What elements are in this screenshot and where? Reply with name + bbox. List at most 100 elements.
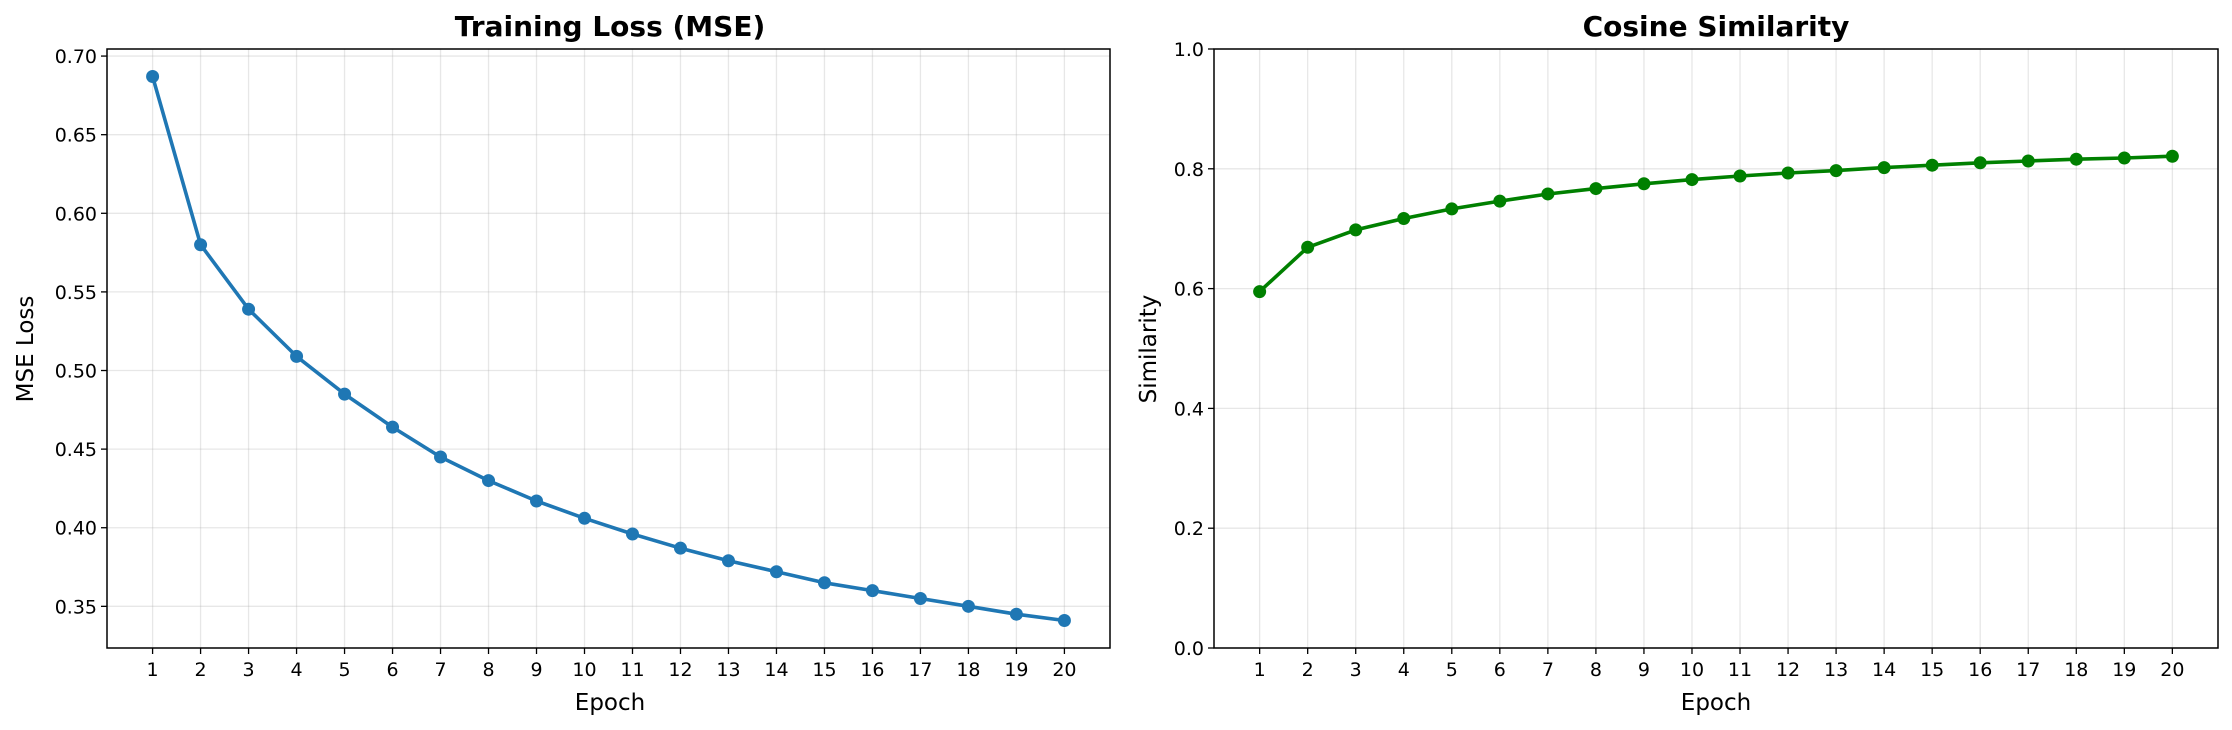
loss-chart-title: Training Loss (MSE)	[455, 10, 766, 43]
loss-xtick-label: 20	[1052, 659, 1076, 681]
similarity-xtick-label: 5	[1446, 659, 1458, 681]
loss-xtick-label: 7	[434, 659, 446, 681]
loss-data-point	[1057, 613, 1071, 627]
loss-data-point	[194, 238, 208, 252]
loss-data-point	[913, 591, 927, 605]
similarity-data-point	[1253, 285, 1267, 299]
similarity-xtick-label: 9	[1638, 659, 1650, 681]
similarity-chart-ylabel: Similarity	[1136, 295, 1162, 404]
loss-data-point	[530, 494, 544, 508]
loss-xtick-label: 13	[716, 659, 740, 681]
loss-xtick-label: 9	[530, 659, 542, 681]
similarity-ytick-label: 0.2	[1174, 518, 1204, 540]
loss-xtick-label: 8	[482, 659, 494, 681]
similarity-data-point	[1541, 187, 1555, 201]
similarity-data-point	[1733, 169, 1747, 183]
similarity-axes-frame	[1213, 48, 2219, 649]
similarity-data-point	[1397, 212, 1411, 226]
loss-ytick-label: 0.55	[55, 282, 97, 304]
loss-ytick-label: 0.40	[55, 518, 97, 540]
loss-xtick-label: 12	[668, 659, 692, 681]
similarity-data-point	[2069, 152, 2083, 166]
loss-data-point	[769, 565, 783, 579]
similarity-xtick-label: 13	[1824, 659, 1848, 681]
loss-data-point	[146, 70, 160, 84]
loss-chart-xlabel: Epoch	[575, 690, 645, 716]
similarity-xtick-label: 2	[1302, 659, 1314, 681]
similarity-xtick-label: 14	[1872, 659, 1896, 681]
loss-xtick-label: 17	[908, 659, 932, 681]
loss-xtick-label: 4	[291, 659, 303, 681]
loss-ytick-label: 0.45	[55, 439, 97, 461]
similarity-ytick-label: 0.0	[1174, 638, 1204, 660]
loss-series-line	[150, 74, 1067, 623]
similarity-data-point	[1445, 202, 1459, 216]
loss-data-point	[961, 599, 975, 613]
loss-data-point	[242, 302, 256, 316]
similarity-data-point	[1637, 177, 1651, 191]
loss-ytick-label: 0.65	[55, 125, 97, 147]
loss-data-point	[386, 420, 400, 434]
loss-data-point	[625, 527, 639, 541]
similarity-xtick-label: 12	[1776, 659, 1800, 681]
similarity-data-point	[1493, 194, 1507, 208]
similarity-xtick-label: 6	[1494, 659, 1506, 681]
similarity-xtick-label: 17	[2016, 659, 2040, 681]
loss-xtick-label: 1	[147, 659, 159, 681]
loss-chart-ylabel: MSE Loss	[13, 296, 39, 403]
similarity-xtick-label: 19	[2112, 659, 2136, 681]
loss-xtick-label: 16	[860, 659, 884, 681]
similarity-xtick-label: 7	[1542, 659, 1554, 681]
loss-data-point	[338, 387, 352, 401]
similarity-data-point	[2117, 151, 2131, 165]
loss-ytick-label: 0.60	[55, 203, 97, 225]
similarity-xtick-label: 20	[2160, 659, 2184, 681]
similarity-data-point	[1301, 240, 1315, 254]
similarity-data-point	[1877, 161, 1891, 175]
loss-xtick-label: 10	[572, 659, 596, 681]
similarity-data-point	[1589, 182, 1603, 196]
similarity-data-point	[2021, 154, 2035, 168]
similarity-xtick-label: 16	[1968, 659, 1992, 681]
loss-data-point	[721, 554, 735, 568]
loss-data-point	[290, 349, 304, 363]
loss-xtick-label: 19	[1004, 659, 1028, 681]
similarity-data-point	[2165, 149, 2179, 163]
loss-grid	[107, 49, 1110, 648]
similarity-xtick-label: 15	[1920, 659, 1944, 681]
similarity-data-point	[1925, 158, 1939, 172]
similarity-data-point	[1973, 156, 1987, 170]
loss-axes-frame	[106, 48, 1111, 649]
loss-ytick-label: 0.50	[55, 361, 97, 383]
similarity-xtick-label: 3	[1350, 659, 1362, 681]
loss-data-point	[434, 450, 448, 464]
similarity-ytick-label: 1.0	[1174, 39, 1204, 61]
loss-xtick-label: 6	[386, 659, 398, 681]
similarity-xtick-label: 10	[1680, 659, 1704, 681]
similarity-grid	[1214, 48, 2218, 649]
similarity-ytick-label: 0.4	[1174, 398, 1204, 420]
similarity-data-point	[1781, 166, 1795, 180]
loss-xtick-label: 2	[195, 659, 207, 681]
loss-data-point	[482, 474, 496, 488]
loss-data-point	[673, 541, 687, 555]
loss-xtick-label: 5	[339, 659, 351, 681]
loss-xtick-label: 14	[764, 659, 788, 681]
similarity-xtick-label: 1	[1254, 659, 1266, 681]
similarity-xtick-label: 4	[1398, 659, 1410, 681]
similarity-data-point	[1829, 164, 1843, 178]
similarity-chart-xlabel: Epoch	[1681, 690, 1751, 716]
similarity-ytick-label: 0.6	[1174, 279, 1204, 301]
loss-data-point	[578, 511, 592, 525]
similarity-data-point	[1349, 223, 1363, 237]
loss-xtick-label: 11	[620, 659, 644, 681]
loss-xtick-label: 18	[956, 659, 980, 681]
similarity-xtick-label: 18	[2064, 659, 2088, 681]
loss-ytick-label: 0.70	[55, 46, 97, 68]
loss-xtick-label: 15	[812, 659, 836, 681]
loss-data-point	[1009, 607, 1023, 621]
similarity-series-line	[1257, 154, 2175, 294]
